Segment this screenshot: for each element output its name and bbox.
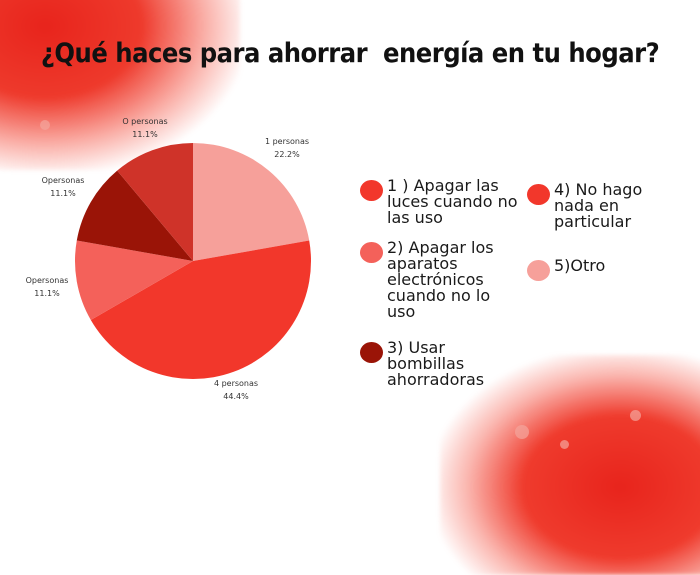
legend-item-3: 3) Usar bombillas ahorradoras: [360, 340, 520, 388]
slice-label: Opersonas: [26, 276, 69, 285]
legend-label: 4) No hago nada en particular: [554, 180, 643, 231]
slice-percent-label: 11.1%: [50, 189, 76, 198]
legend-swatch: [360, 242, 383, 263]
pie-slice: [76, 170, 193, 261]
pie-slice: [90, 240, 311, 380]
legend-item-4: 4) No hago nada en particular: [527, 182, 662, 230]
decorative-speck: [515, 425, 529, 439]
legend-swatch: [527, 260, 550, 281]
legend-label: 2) Apagar los aparatos electrónicos cuan…: [387, 238, 494, 321]
legend-swatch: [527, 184, 550, 205]
slice-label: 1 personas: [265, 137, 309, 146]
pie-slice: [74, 240, 193, 320]
legend-item-5: 5)Otro: [527, 258, 662, 281]
decorative-speck: [560, 440, 569, 449]
slice-percent-label: 11.1%: [132, 130, 158, 139]
legend-label: 1 ) Apagar las luces cuando no las uso: [387, 176, 518, 227]
legend-swatch: [360, 342, 383, 363]
legend-item-1: 1 ) Apagar las luces cuando no las uso: [360, 178, 520, 226]
slice-percent-label: 11.1%: [34, 289, 60, 298]
slice-label: Opersonas: [42, 176, 85, 185]
legend-label: 5)Otro: [554, 256, 606, 275]
pie-slice: [117, 143, 193, 261]
legend-label: 3) Usar bombillas ahorradoras: [387, 338, 485, 389]
legend-swatch: [360, 180, 383, 201]
pie-chart: 1 personas 22.2% 4 personas 44.4% Opersonas 1…: [26, 117, 311, 401]
legend-item-2: 2) Apagar los aparatos electrónicos cuan…: [360, 240, 520, 320]
pie-slice: [193, 143, 310, 261]
slice-percent-label: 44.4%: [223, 392, 249, 401]
decorative-speck: [40, 120, 50, 130]
chart-title: ¿Qué haces para ahorrar energía en tu ho…: [40, 38, 660, 69]
decorative-speck: [630, 410, 641, 421]
slice-percent-label: 22.2%: [274, 150, 300, 159]
slice-label: 4 personas: [214, 379, 258, 388]
slice-label: O personas: [122, 117, 167, 126]
